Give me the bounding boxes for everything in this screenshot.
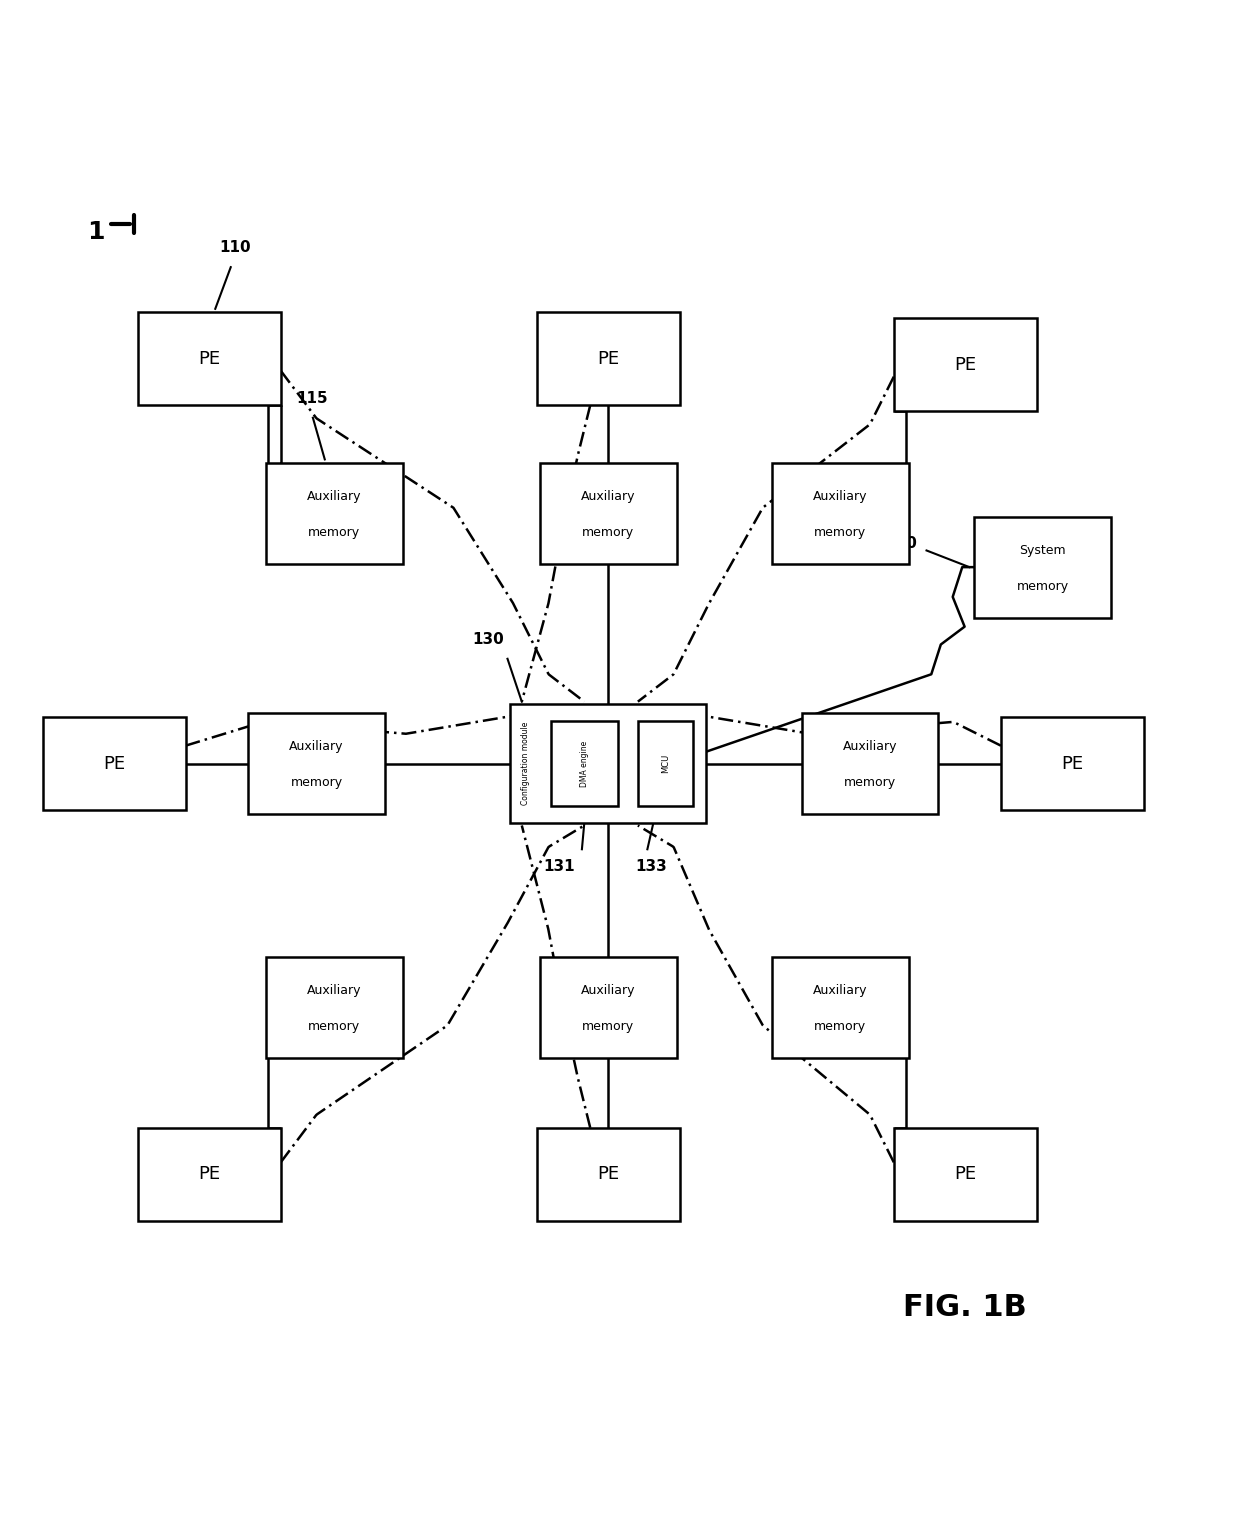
- Text: MCU: MCU: [661, 754, 670, 773]
- Text: 120: 120: [885, 536, 918, 551]
- FancyBboxPatch shape: [637, 720, 693, 806]
- Text: PE: PE: [198, 349, 221, 368]
- Text: PE: PE: [596, 349, 619, 368]
- FancyBboxPatch shape: [537, 1128, 680, 1220]
- FancyBboxPatch shape: [42, 717, 186, 810]
- Text: PE: PE: [198, 1165, 221, 1183]
- FancyBboxPatch shape: [539, 957, 677, 1059]
- Text: FIG. 1B: FIG. 1B: [904, 1293, 1027, 1322]
- FancyBboxPatch shape: [551, 720, 618, 806]
- FancyBboxPatch shape: [801, 713, 939, 814]
- Text: 133: 133: [635, 859, 667, 874]
- Text: Auxiliary: Auxiliary: [289, 740, 343, 754]
- Text: 115: 115: [296, 391, 329, 406]
- Text: Auxiliary: Auxiliary: [308, 491, 362, 503]
- Text: Auxiliary: Auxiliary: [580, 985, 635, 997]
- FancyBboxPatch shape: [510, 703, 707, 823]
- Text: 1: 1: [87, 220, 104, 243]
- FancyBboxPatch shape: [265, 957, 403, 1059]
- Text: 110: 110: [218, 240, 250, 255]
- FancyBboxPatch shape: [771, 463, 909, 565]
- Text: memory: memory: [815, 1020, 867, 1033]
- Text: memory: memory: [844, 776, 897, 790]
- FancyBboxPatch shape: [265, 463, 403, 565]
- Text: PE: PE: [1061, 754, 1084, 773]
- Text: memory: memory: [582, 526, 634, 539]
- Text: Configuration module: Configuration module: [521, 722, 529, 805]
- FancyBboxPatch shape: [1001, 717, 1143, 810]
- Text: DMA engine: DMA engine: [580, 740, 589, 786]
- FancyBboxPatch shape: [975, 517, 1111, 617]
- FancyBboxPatch shape: [138, 1128, 280, 1220]
- FancyBboxPatch shape: [894, 1128, 1037, 1220]
- Text: memory: memory: [309, 526, 361, 539]
- FancyBboxPatch shape: [771, 957, 909, 1059]
- Text: memory: memory: [815, 526, 867, 539]
- Text: 131: 131: [543, 859, 575, 874]
- Text: System: System: [1019, 543, 1066, 557]
- Text: PE: PE: [596, 1165, 619, 1183]
- FancyBboxPatch shape: [248, 713, 384, 814]
- Text: PE: PE: [954, 1165, 976, 1183]
- Text: Auxiliary: Auxiliary: [308, 985, 362, 997]
- Text: Auxiliary: Auxiliary: [813, 985, 868, 997]
- FancyBboxPatch shape: [138, 312, 280, 405]
- FancyBboxPatch shape: [537, 312, 680, 405]
- Text: 130: 130: [472, 633, 503, 646]
- FancyBboxPatch shape: [539, 463, 677, 565]
- Text: memory: memory: [309, 1020, 361, 1033]
- FancyBboxPatch shape: [894, 319, 1037, 411]
- Text: Auxiliary: Auxiliary: [813, 491, 868, 503]
- Text: memory: memory: [290, 776, 342, 790]
- Text: Auxiliary: Auxiliary: [843, 740, 898, 754]
- Text: memory: memory: [582, 1020, 634, 1033]
- Text: PE: PE: [954, 356, 976, 374]
- Text: PE: PE: [103, 754, 125, 773]
- Text: memory: memory: [1017, 580, 1069, 593]
- Text: Auxiliary: Auxiliary: [580, 491, 635, 503]
